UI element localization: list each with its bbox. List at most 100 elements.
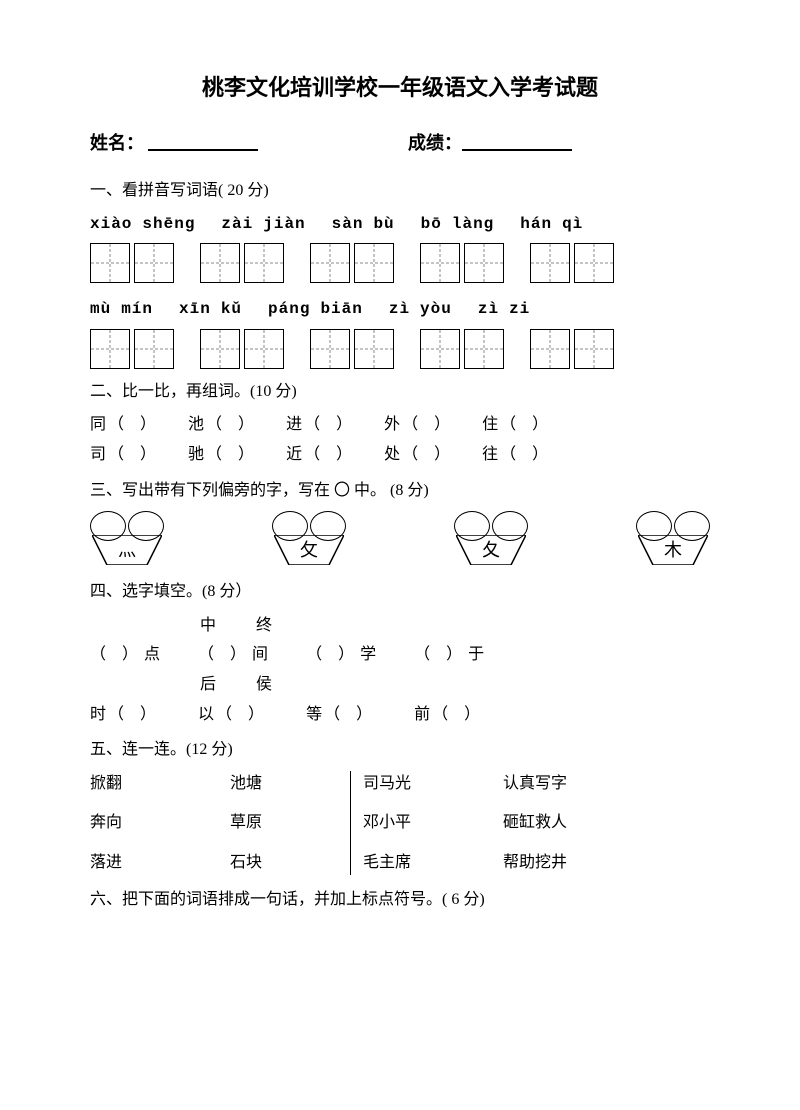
blank-paren[interactable]: （ ） <box>500 446 554 463</box>
char-box[interactable] <box>530 329 570 369</box>
char: 学 <box>360 646 378 663</box>
blank-paren[interactable]: （ ） <box>108 416 162 433</box>
char: 间 <box>252 646 270 663</box>
fill-row-1: （ ）点 （ ）间 （ ）学 （ ）于 <box>90 642 710 668</box>
name-blank[interactable] <box>148 129 258 151</box>
divider-line <box>350 771 351 876</box>
blank-paren[interactable]: （ ） <box>206 416 260 433</box>
blank-paren[interactable]: （ ） <box>206 446 260 463</box>
pinyin: kǔ <box>221 297 242 323</box>
pinyin: mín <box>121 297 153 323</box>
blank-paren[interactable]: （ ） <box>90 646 144 663</box>
blank-paren[interactable]: （ ） <box>402 446 456 463</box>
pinyin: bō <box>421 212 442 238</box>
char-box[interactable] <box>244 243 284 283</box>
radical-row: 灬 攵 夂 木 <box>90 511 710 565</box>
char-box[interactable] <box>354 243 394 283</box>
char-box[interactable] <box>244 329 284 369</box>
radical: 木 <box>664 536 682 565</box>
pinyin-row-2: mùmín xīnkǔ pángbiān zìyòu zìzi <box>90 297 710 323</box>
section-3-head: 三、写出带有下列偏旁的字，写在 〇 中。 (8 分) <box>90 478 710 504</box>
char-box[interactable] <box>310 243 350 283</box>
connect-word[interactable]: 认真写字 <box>503 771 623 797</box>
blank-paren[interactable]: （ ） <box>500 416 554 433</box>
char-box[interactable] <box>200 329 240 369</box>
pinyin: yòu <box>420 297 452 323</box>
char: 于 <box>468 646 486 663</box>
char: 同 <box>90 416 108 433</box>
compare-row-1: 同（ ） 池（ ） 进（ ） 外（ ） 住（ ） <box>90 412 710 438</box>
blank-paren[interactable]: （ ） <box>108 446 162 463</box>
connect-word[interactable]: 司马光 <box>363 771 503 797</box>
blank-paren[interactable]: （ ） <box>108 706 162 723</box>
blank-paren[interactable]: （ ） <box>304 446 358 463</box>
section-1-head: 一、看拼音写词语( 20 分) <box>90 178 710 204</box>
section-5-head: 五、连一连。(12 分) <box>90 737 710 763</box>
char: 池 <box>188 416 206 433</box>
char: 等 <box>306 706 324 723</box>
pinyin: jiàn <box>263 212 305 238</box>
spacer <box>258 129 408 158</box>
char-box[interactable] <box>464 329 504 369</box>
connect-word[interactable]: 邓小平 <box>363 810 503 836</box>
pinyin: sàn <box>332 212 364 238</box>
char-box[interactable] <box>200 243 240 283</box>
radical-box: 灬 <box>92 535 162 565</box>
pinyin: shēng <box>142 212 195 238</box>
pinyin: làng <box>452 212 494 238</box>
char-box[interactable] <box>420 243 460 283</box>
choice-chars-1: 中 终 <box>90 613 710 639</box>
boxes-row-1 <box>90 243 710 283</box>
blank-paren[interactable]: （ ） <box>306 646 360 663</box>
char-box[interactable] <box>574 329 614 369</box>
char: 驰 <box>188 446 206 463</box>
blank-paren[interactable]: （ ） <box>198 646 252 663</box>
char-box[interactable] <box>134 329 174 369</box>
char-box[interactable] <box>530 243 570 283</box>
char-box[interactable] <box>90 243 130 283</box>
section-2-head: 二、比一比，再组词。(10 分) <box>90 379 710 405</box>
blank-paren[interactable]: （ ） <box>324 706 378 723</box>
pinyin: zi <box>509 297 530 323</box>
char-box[interactable] <box>420 329 460 369</box>
pinyin: xīn <box>179 297 211 323</box>
connect-word[interactable]: 毛主席 <box>363 850 503 876</box>
char: 以 <box>198 706 216 723</box>
blank-paren[interactable]: （ ） <box>432 706 486 723</box>
radical-box: 木 <box>638 535 708 565</box>
connect-word[interactable]: 掀翻 <box>90 771 230 797</box>
connect-word[interactable]: 帮助挖井 <box>503 850 623 876</box>
char-box[interactable] <box>354 329 394 369</box>
pinyin: páng <box>268 297 310 323</box>
connect-word[interactable]: 石块 <box>230 850 350 876</box>
connect-word[interactable]: 草原 <box>230 810 350 836</box>
connect-area: 掀翻 奔向 落进 池塘 草原 石块 司马光 邓小平 毛主席 认真写字 砸缸救人 … <box>90 771 710 876</box>
pinyin: mù <box>90 297 111 323</box>
fill-row-2: 时（ ） 以（ ） 等（ ） 前（ ） <box>90 702 710 728</box>
connect-word[interactable]: 砸缸救人 <box>503 810 623 836</box>
connect-word[interactable]: 落进 <box>90 850 230 876</box>
char-box[interactable] <box>90 329 130 369</box>
pinyin: hán <box>520 212 552 238</box>
name-label: 姓名： <box>90 129 144 158</box>
char: 前 <box>414 706 432 723</box>
char-box[interactable] <box>134 243 174 283</box>
blank-paren[interactable]: （ ） <box>304 416 358 433</box>
radical-item: 夂 <box>454 511 528 565</box>
char: 进 <box>286 416 304 433</box>
score-blank[interactable] <box>462 129 572 151</box>
connect-word[interactable]: 奔向 <box>90 810 230 836</box>
char-box[interactable] <box>310 329 350 369</box>
pinyin: xiào <box>90 212 132 238</box>
pinyin: bù <box>373 212 394 238</box>
char-box[interactable] <box>574 243 614 283</box>
blank-paren[interactable]: （ ） <box>414 646 468 663</box>
char-box[interactable] <box>464 243 504 283</box>
char: 时 <box>90 706 108 723</box>
radical-box: 攵 <box>274 535 344 565</box>
blank-paren[interactable]: （ ） <box>402 416 456 433</box>
connect-word[interactable]: 池塘 <box>230 771 350 797</box>
boxes-row-2 <box>90 329 710 369</box>
page-title: 桃李文化培训学校一年级语文入学考试题 <box>90 70 710 105</box>
blank-paren[interactable]: （ ） <box>216 706 270 723</box>
